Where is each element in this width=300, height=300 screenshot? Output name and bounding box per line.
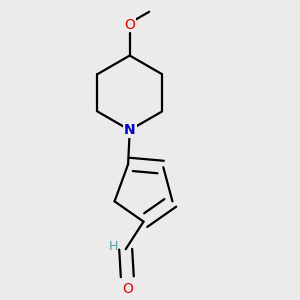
Text: O: O	[122, 282, 133, 296]
Text: N: N	[124, 123, 136, 137]
Text: N: N	[124, 123, 136, 137]
Text: H: H	[109, 240, 118, 253]
Text: O: O	[124, 18, 135, 32]
